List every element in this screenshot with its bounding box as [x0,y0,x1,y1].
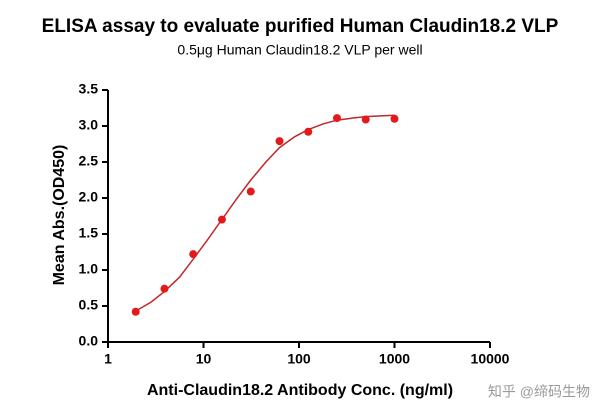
chart-subtitle: 0.5μg Human Claudin18.2 VLP per well [177,42,422,58]
data-point [131,307,140,316]
y-tick-label: 1.5 [79,225,99,241]
data-point [275,137,284,146]
x-tick-label: 10000 [471,351,510,367]
watermark: 知乎 @缔码生物 [488,384,590,400]
data-point [217,215,226,224]
y-tick-label: 0.0 [79,333,99,349]
data-point [246,187,255,196]
y-tick-label: 3.0 [79,117,99,133]
x-tick-label: 1000 [379,351,410,367]
data-point [304,127,313,136]
y-tick-label: 2.0 [79,189,99,205]
x-tick-label: 100 [287,351,311,367]
data-point [333,114,342,123]
y-axis-label: Mean Abs.(OD450) [51,145,68,286]
y-tick-label: 0.5 [79,297,99,313]
x-axis-label: Anti-Claudin18.2 Antibody Conc. (ng/ml) [147,382,453,399]
data-point [390,114,399,123]
data-point [361,115,370,124]
data-point [160,284,169,293]
data-point [189,250,198,259]
y-tick-label: 1.0 [79,261,99,277]
x-tick-label: 1 [104,351,112,367]
x-tick-label: 10 [196,351,212,367]
fit-curve [135,114,395,312]
chart-title: ELISA assay to evaluate purified Human C… [42,16,559,37]
y-tick-label: 3.5 [79,81,99,97]
y-tick-label: 2.5 [79,153,99,169]
